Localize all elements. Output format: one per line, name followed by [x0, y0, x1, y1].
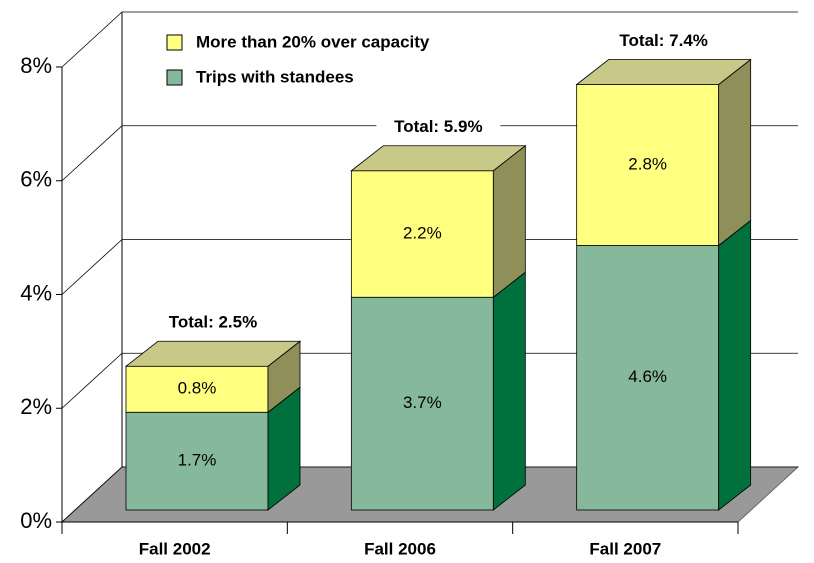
bar-side: [492, 271, 526, 511]
value-label: 2.8%: [628, 154, 667, 173]
bar-segment: [125, 365, 269, 413]
y-tick-label: 0%: [20, 508, 52, 533]
bar-top: [350, 145, 527, 172]
x-tick-label: Fall 2002: [139, 539, 211, 558]
value-label: 4.6%: [628, 367, 667, 386]
bar-segment: [350, 170, 494, 298]
value-label: 2.2%: [403, 223, 442, 242]
bar-side: [718, 219, 752, 511]
grid-line-side: [61, 125, 123, 182]
value-label: 3.7%: [403, 393, 442, 412]
total-label: Total: 7.4%: [619, 31, 707, 50]
bar-side: [718, 58, 752, 247]
bar-top: [575, 59, 752, 85]
x-tick-label: Fall 2006: [364, 539, 436, 558]
total-label: Total: 5.9%: [394, 117, 482, 136]
y-tick-label: 8%: [20, 53, 52, 78]
bar-side: [492, 144, 526, 299]
total-label-bg: [376, 115, 501, 140]
value-label: 1.7%: [178, 451, 217, 470]
grid-line-side: [61, 239, 123, 295]
x-tick-label: Fall 2007: [589, 539, 661, 558]
y-tick-label: 6%: [20, 167, 52, 192]
y-tick-label: 4%: [20, 280, 52, 305]
legend-label: Trips with standees: [196, 67, 354, 86]
y-tick-label: 2%: [20, 394, 52, 419]
grid-line-side: [61, 352, 123, 409]
value-label: 0.8%: [178, 379, 217, 398]
bar-segment: [576, 245, 720, 511]
total-label-bg: [151, 311, 275, 336]
grid-line-side: [61, 466, 123, 523]
bar-top: [124, 340, 302, 367]
bar-segment: [576, 84, 720, 246]
grid-line-side: [61, 11, 123, 68]
legend-swatch: [166, 69, 183, 86]
total-label: Total: 2.5%: [169, 313, 257, 332]
legend-swatch: [166, 34, 183, 51]
legend-label: More than 20% over capacity: [196, 32, 430, 51]
total-label-bg: [601, 29, 726, 54]
